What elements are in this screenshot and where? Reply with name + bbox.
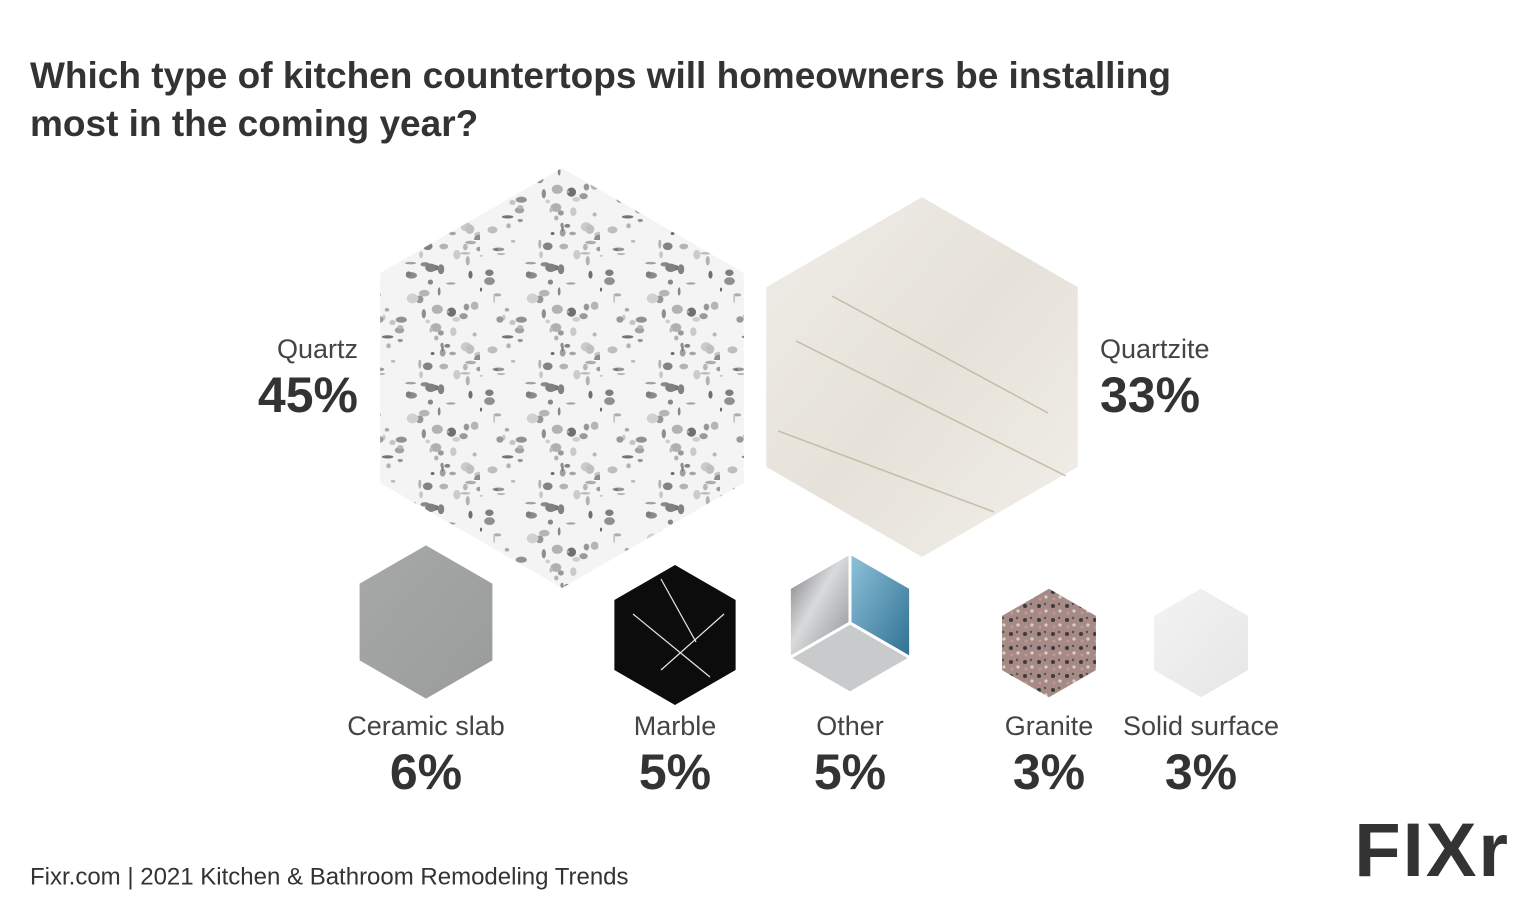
category-label: Granite [1005,711,1094,741]
value-label: 5% [639,744,711,800]
hexagon [766,197,1078,557]
category-label: Ceramic slab [347,711,505,741]
vein [831,295,1049,414]
source: Fixr.com | 2021 Kitchen & Bathroom Remod… [30,863,629,890]
category-label: Solid surface [1123,711,1279,741]
vein [632,613,711,678]
vein [660,578,697,643]
hexagon [380,168,744,588]
vein [660,613,725,671]
vein [777,430,995,513]
value-label: 6% [390,744,462,800]
vein [795,340,1067,477]
hexagon [786,550,914,695]
chart-title: Which type of kitchen countertops will h… [30,55,1171,144]
value-label: 3% [1013,744,1085,800]
category-label: Quartzite [1100,334,1210,364]
hexagon [1002,588,1096,698]
value-label: 3% [1165,744,1237,800]
category-label: Other [816,711,884,741]
value-label: 33% [1100,367,1200,423]
facet [786,621,914,695]
logo: FIXr [1354,808,1510,893]
hexagon [614,565,736,705]
category-label: Marble [634,711,717,741]
value-label: 45% [258,367,358,423]
value-label: 5% [814,744,886,800]
category-label: Quartz [277,334,358,364]
hexagon [1154,588,1248,698]
hexagon [359,545,493,699]
